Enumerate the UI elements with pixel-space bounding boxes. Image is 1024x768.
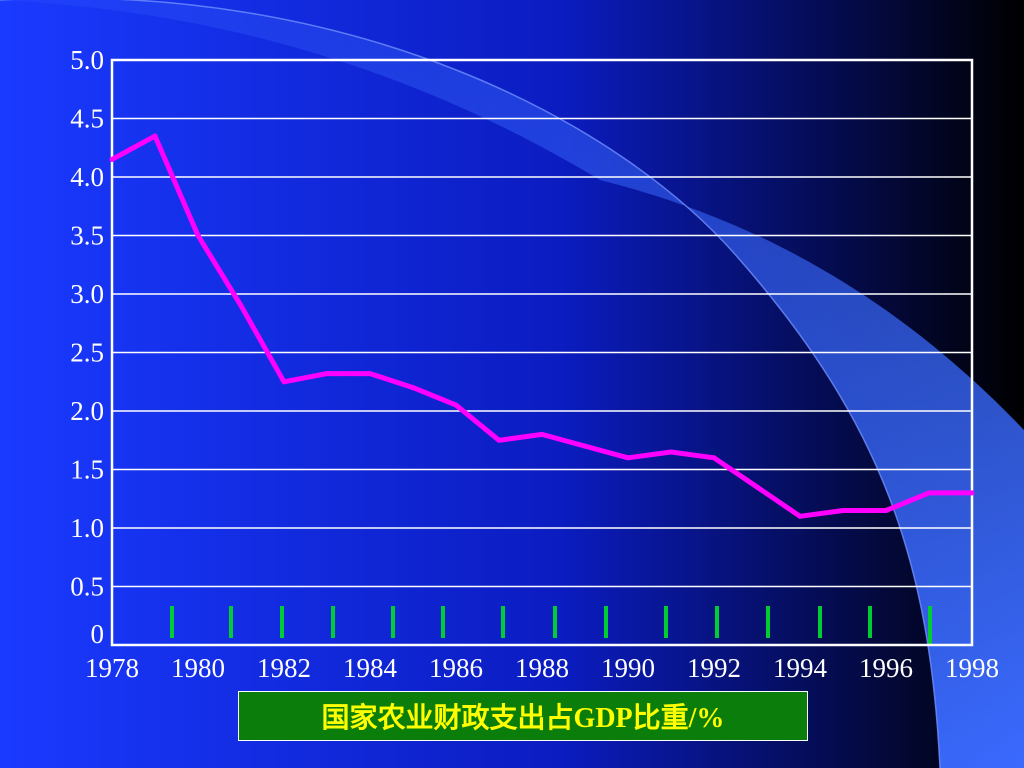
x-tick-label: 1980 <box>171 653 225 683</box>
x-tick-label: 1986 <box>429 653 483 683</box>
x-tick-label: 1994 <box>773 653 828 683</box>
y-tick-label: 0 <box>91 619 105 649</box>
y-tick-label: 2.5 <box>70 338 104 368</box>
data-point <box>410 385 416 391</box>
x-tick-label: 1990 <box>601 653 655 683</box>
data-point <box>152 133 158 139</box>
x-axis-tick-labels: 1978 1980 1982 1984 1986 1988 1990 1992 1994 1996… <box>85 653 999 683</box>
data-point <box>840 507 846 513</box>
y-tick-label: 3.0 <box>70 279 104 309</box>
data-point <box>625 455 631 461</box>
data-point <box>324 371 330 377</box>
decorative-swoosh-edge <box>0 0 941 768</box>
x-tick-label: 1992 <box>687 653 741 683</box>
x-tick-label: 1998 <box>945 653 999 683</box>
y-tick-label: 2.0 <box>70 396 104 426</box>
data-point <box>754 484 760 490</box>
x-tick-label: 1982 <box>257 653 311 683</box>
data-point <box>496 437 502 443</box>
data-point <box>969 490 975 496</box>
data-point <box>195 233 201 238</box>
data-point <box>109 156 115 162</box>
y-axis-tick-labels: 0 0.5 1.0 1.5 2.0 2.5 3.0 3.5 4.0 4.5 5.0 <box>70 45 104 649</box>
data-point <box>668 449 674 455</box>
data-point <box>797 513 803 519</box>
y-tick-label: 1.5 <box>70 455 104 485</box>
data-point <box>883 507 889 513</box>
data-point <box>238 303 244 309</box>
data-point <box>926 490 932 496</box>
y-tick-label: 4.0 <box>70 162 104 192</box>
y-tick-label: 4.5 <box>70 104 104 134</box>
plot-frame <box>110 58 974 647</box>
x-tick-label: 1984 <box>343 653 398 683</box>
y-tick-label: 5.0 <box>70 45 104 75</box>
data-point <box>367 371 373 377</box>
x-tick-label: 1978 <box>85 653 139 683</box>
series-points <box>109 133 975 519</box>
data-point <box>582 443 588 449</box>
data-point <box>453 402 459 408</box>
y-tick-label: 3.5 <box>70 221 104 251</box>
chart-caption-box: 国家农业财政支出占GDP比重/% <box>238 691 808 741</box>
data-point <box>539 431 545 437</box>
gridlines <box>112 117 972 588</box>
y-tick-label: 0.5 <box>70 572 104 602</box>
minor-tick-marks <box>170 606 932 646</box>
chart-caption: 国家农业财政支出占GDP比重/% <box>321 703 725 734</box>
x-tick-label: 1996 <box>859 653 913 683</box>
data-point <box>281 379 287 385</box>
y-tick-label: 1.0 <box>70 513 104 543</box>
x-tick-label: 1988 <box>515 653 569 683</box>
data-point <box>711 455 717 461</box>
